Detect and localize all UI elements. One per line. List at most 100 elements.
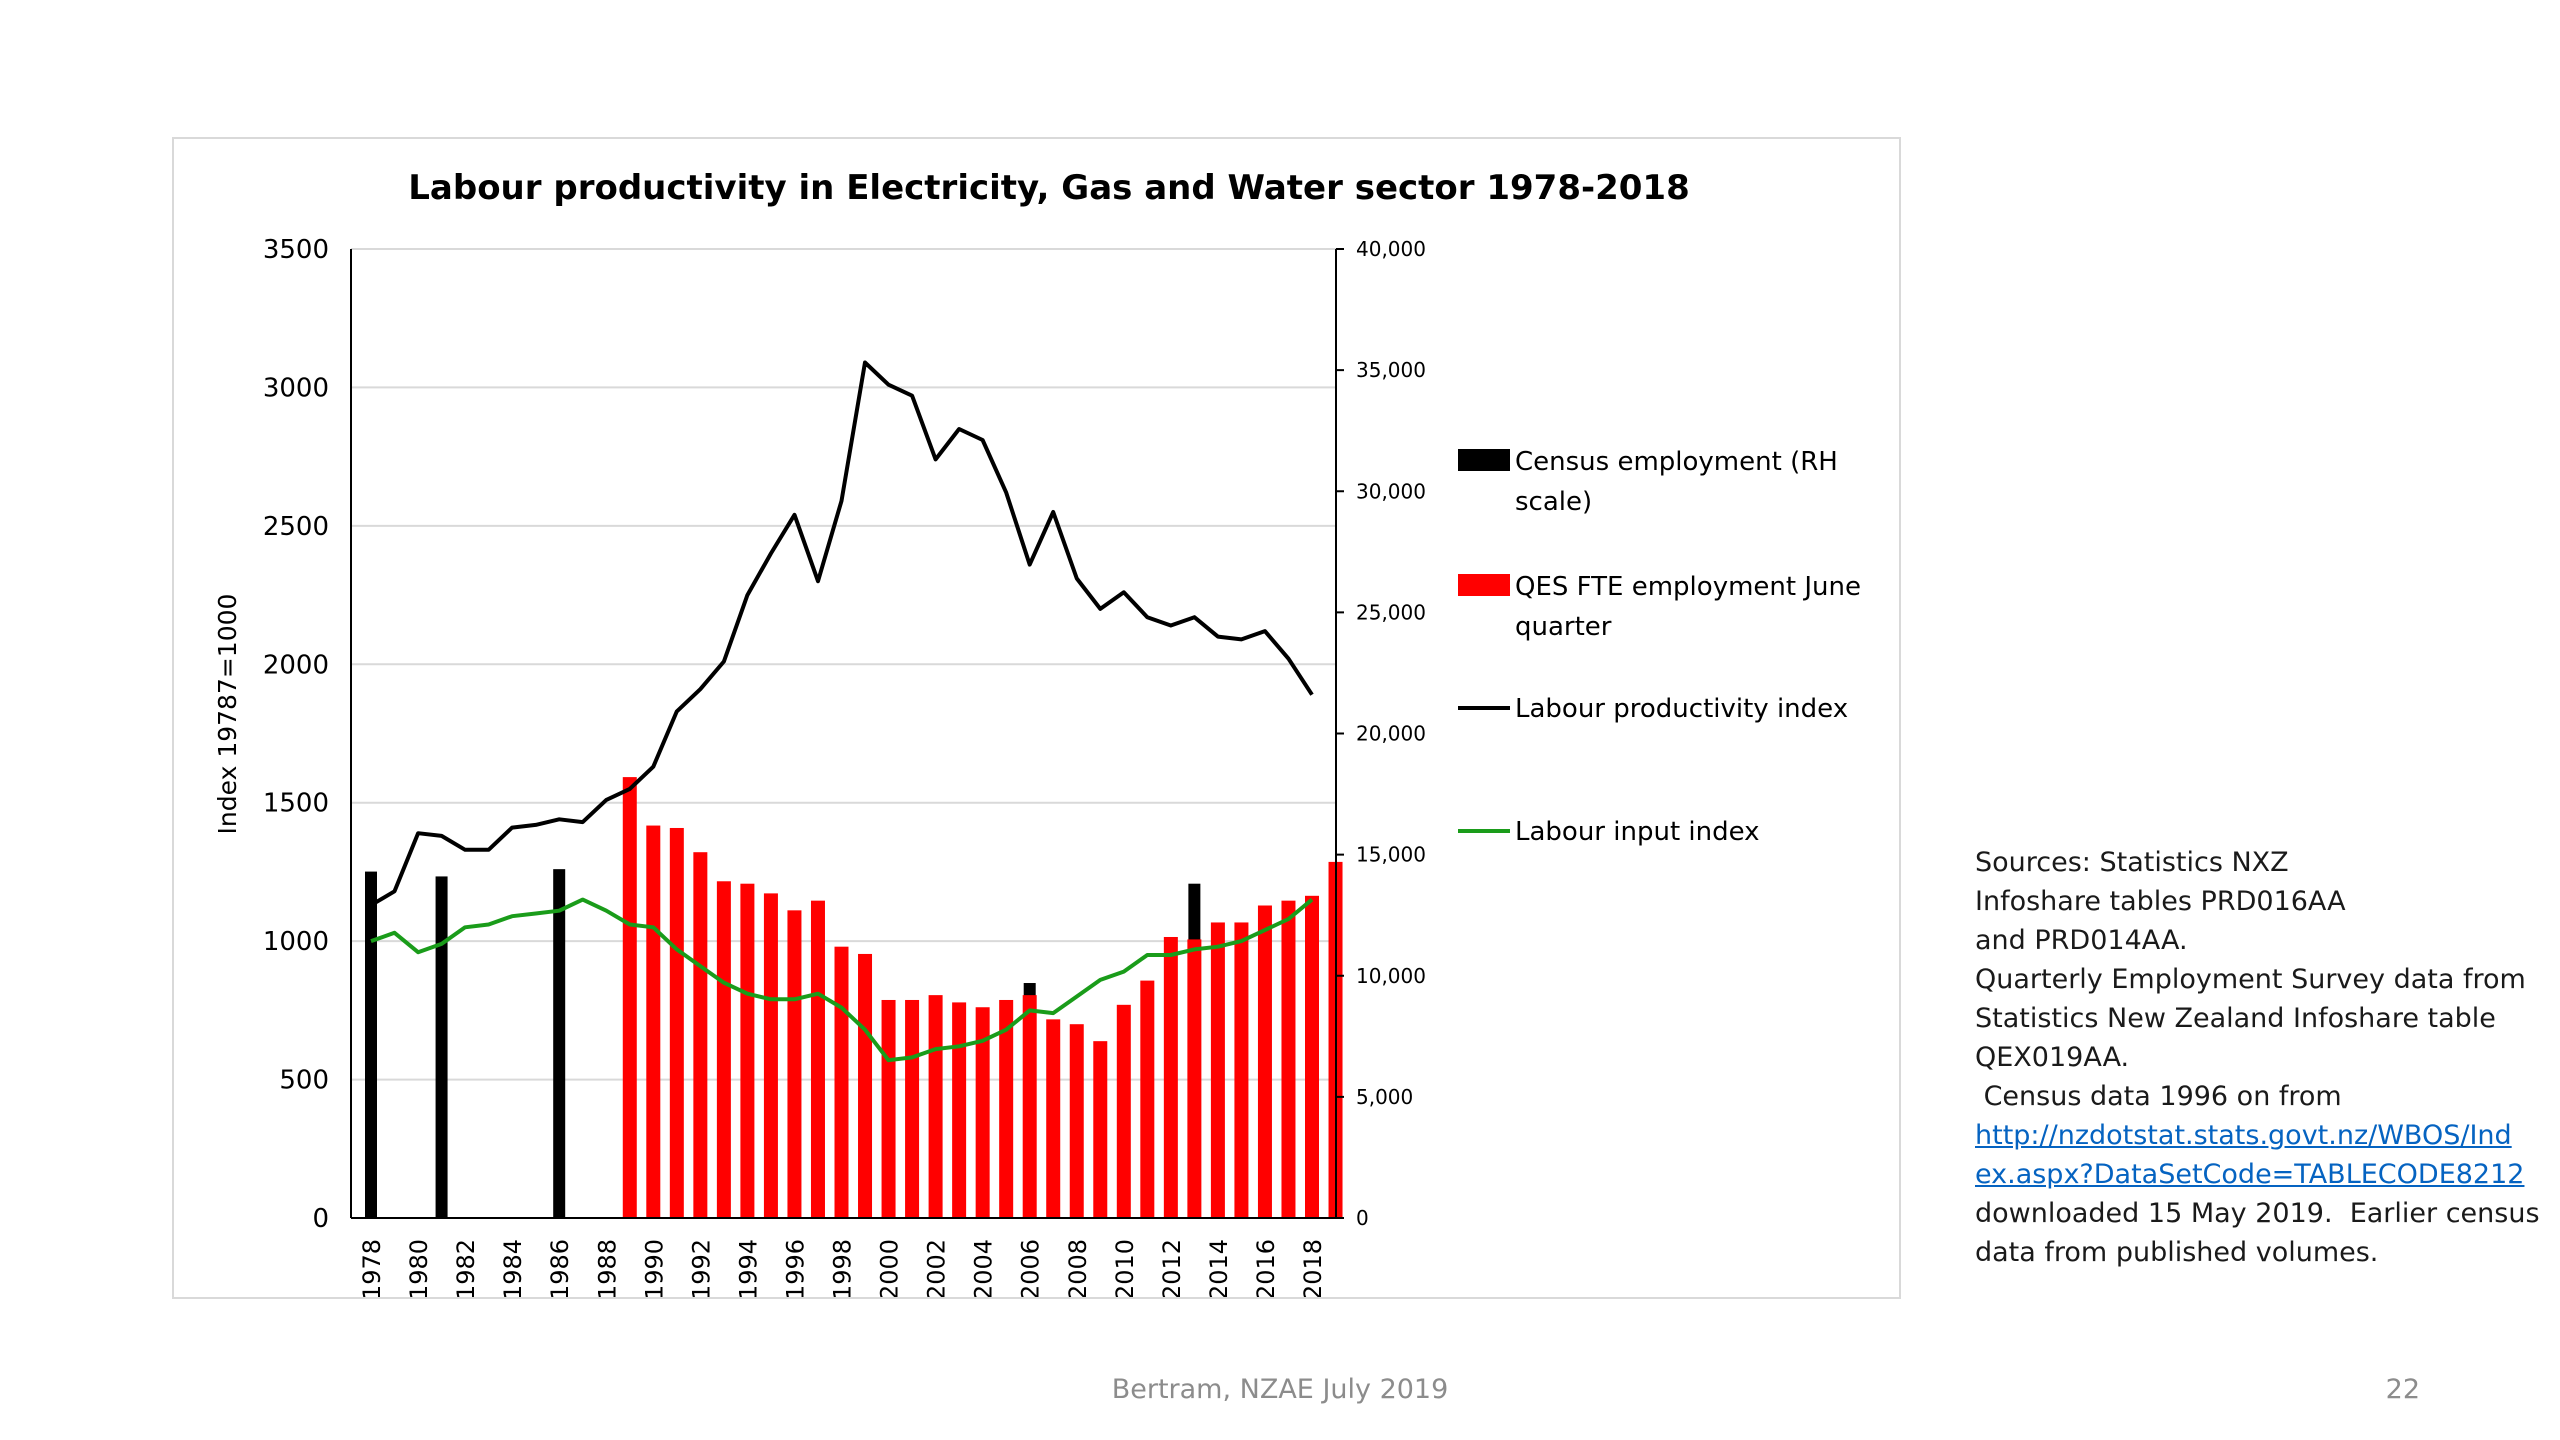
qes-bar: [740, 883, 755, 1218]
x-tick-label: 2006: [1017, 1239, 1045, 1297]
qes-bar: [693, 852, 708, 1218]
x-tick-label: 2016: [1252, 1239, 1280, 1297]
legend-label: Census employment (RH scale): [1515, 447, 1838, 517]
legend-swatch: [1458, 574, 1510, 596]
qes-bar: [1116, 1004, 1131, 1218]
sources-line: Quarterly Employment Survey data from: [1975, 964, 2526, 995]
y-left-tick-label: 2000: [263, 650, 329, 680]
x-tick-label: 1978: [358, 1239, 386, 1297]
sources-line: downloaded 15 May 2019. Earlier census: [1975, 1198, 2540, 1229]
qes-bar: [928, 995, 943, 1218]
legend-label: Labour input index: [1515, 817, 1760, 847]
qes-bar: [716, 881, 731, 1218]
sources-line: data from published volumes.: [1975, 1237, 2379, 1268]
y-left-tick-label: 1500: [263, 789, 329, 819]
qes-bar: [669, 827, 684, 1218]
y-right-tick-label: 15,000: [1356, 843, 1426, 867]
census-bar: [553, 869, 566, 1218]
x-tick-label: 1998: [829, 1239, 857, 1297]
census-bar: [435, 876, 448, 1218]
census-bar: [365, 871, 377, 1218]
y-right-tick-label: 5,000: [1356, 1085, 1413, 1109]
qes-bar: [622, 777, 637, 1218]
sources-line: and PRD014AA.: [1975, 925, 2188, 956]
legend-label-line: quarter: [1515, 612, 1612, 642]
line-layer: [369, 360, 1314, 1063]
qes-bar: [1069, 1024, 1084, 1218]
qes-bar: [1163, 936, 1178, 1218]
slide-footer: Bertram, NZAE July 2019: [1111, 1374, 1449, 1405]
qes-bar: [858, 953, 873, 1218]
x-tick-label: 1986: [546, 1239, 574, 1297]
y-left-tick-label: 500: [279, 1066, 329, 1096]
qes-bar: [810, 900, 825, 1218]
legend-label-line: scale): [1515, 487, 1592, 517]
qes-bar: [905, 999, 920, 1218]
grid-layer: [351, 248, 1336, 1081]
y-axis-left-label: Index 19787=1000: [213, 594, 242, 835]
productivity-line: [369, 360, 1314, 907]
x-tick-label: 2002: [923, 1239, 951, 1297]
x-tick-label: 2004: [970, 1239, 998, 1297]
x-tick-label: 2000: [876, 1239, 904, 1297]
sources-line: QEX019AA.: [1975, 1042, 2130, 1073]
y-right-tick-label: 20,000: [1356, 722, 1426, 746]
x-tick-label: 1982: [452, 1239, 480, 1297]
labour-input-line: [370, 897, 1314, 1063]
x-tick-label: 1994: [734, 1239, 762, 1297]
qes-bar: [1046, 1019, 1061, 1218]
x-tick-label: 1988: [593, 1239, 621, 1297]
chart-svg: Labour productivity in Electricity, Gas …: [213, 168, 1861, 1297]
x-tick-label: 1980: [405, 1239, 433, 1297]
sources-link[interactable]: http://nzdotstat.stats.govt.nz/WBOS/Ind …: [1975, 1116, 2535, 1194]
chart-frame: Labour productivity in Electricity, Gas …: [172, 137, 1901, 1299]
x-tick-label: 2014: [1205, 1239, 1233, 1297]
y-left-tick-label: 0: [312, 1204, 329, 1234]
legend: Census employment (RH scale) QES FTE emplo…: [1458, 447, 1861, 847]
y-right-tick-label: 35,000: [1356, 358, 1426, 382]
x-tick-label: 2008: [1064, 1239, 1092, 1297]
qes-bar: [646, 825, 661, 1218]
qes-bar: [881, 999, 896, 1218]
x-tick-label: 2012: [1158, 1239, 1186, 1297]
qes-bar: [1257, 905, 1272, 1218]
legend-label-line: Census employment (RH: [1515, 447, 1838, 477]
y-left-tick-label: 1000: [263, 927, 329, 957]
legend-label-line: QES FTE employment June: [1515, 572, 1861, 602]
qes-bar: [763, 893, 778, 1218]
sources-line: Infoshare tables PRD016AA: [1975, 886, 2346, 917]
qes-bar: [1210, 922, 1225, 1218]
axis-layer: 0 500 1000 1500 2000 2500 3000 3500 0 5,000 10,000…: [263, 235, 1426, 1297]
sources-link-line: ex.aspx?DataSetCode=TABLECODE8212: [1975, 1159, 2525, 1190]
qes-bar: [952, 1002, 967, 1218]
qes-bar: [1187, 939, 1202, 1218]
bar-layer: [365, 777, 1343, 1218]
x-tick-label: 1990: [640, 1239, 668, 1297]
x-tick-label: 1996: [781, 1239, 809, 1297]
qes-bar: [999, 999, 1014, 1218]
legend-swatch: [1458, 449, 1510, 471]
x-tick-label: 1984: [499, 1239, 527, 1297]
qes-bar: [1305, 895, 1319, 1218]
page-number: 22: [2385, 1374, 2420, 1405]
legend-label-line: Labour productivity index: [1515, 694, 1848, 724]
qes-bar: [1234, 922, 1249, 1218]
x-tick-label: 1992: [687, 1239, 715, 1297]
sources-link-line: http://nzdotstat.stats.govt.nz/WBOS/Ind: [1975, 1120, 2512, 1151]
y-left-tick-label: 3000: [263, 373, 329, 403]
y-right-tick-label: 30,000: [1356, 479, 1426, 503]
y-right-tick-label: 25,000: [1356, 600, 1426, 624]
qes-bar: [1093, 1041, 1108, 1218]
legend-label: QES FTE employment June quarter: [1515, 572, 1861, 642]
qes-bar: [1281, 900, 1296, 1218]
sources-line: Census data 1996 on from: [1975, 1081, 2342, 1112]
y-left-tick-label: 3500: [263, 235, 329, 265]
sources-line: Sources: Statistics NXZ: [1975, 847, 2289, 878]
qes-bar: [1022, 995, 1037, 1218]
qes-bar: [787, 910, 802, 1218]
sources-line: Statistics New Zealand Infoshare table: [1975, 1003, 2496, 1034]
qes-bar: [834, 946, 849, 1218]
x-tick-label: 2018: [1299, 1239, 1327, 1297]
y-right-tick-label: 40,000: [1356, 237, 1426, 261]
legend-label: Labour productivity index: [1515, 694, 1848, 724]
